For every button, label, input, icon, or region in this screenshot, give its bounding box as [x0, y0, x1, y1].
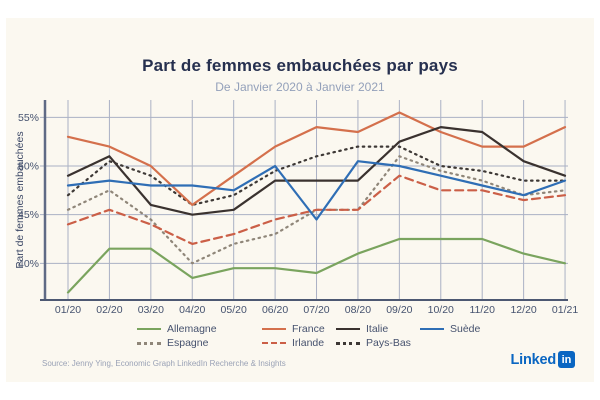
x-tick-label-12-20: 12/20	[510, 304, 536, 316]
x-tick-label-01-21: 01/21	[552, 304, 578, 316]
series-line-allemagne	[66, 237, 567, 294]
y-tick-label-55: 55%	[18, 112, 39, 124]
x-tick-label-10-20: 10/20	[428, 304, 454, 316]
series-line-italie	[66, 125, 567, 216]
x-tick-label-03-20: 03/20	[138, 304, 164, 316]
x-tick-label-07-20: 07/20	[303, 304, 329, 316]
x-tick-label-01-20: 01/20	[55, 304, 81, 316]
linkedin-logo-wordmark: Linked	[510, 351, 556, 368]
series-line-irlande	[66, 174, 567, 245]
x-tick-label-02-20: 02/20	[96, 304, 122, 316]
x-tick-label-04-20: 04/20	[179, 304, 205, 316]
y-tick-label-40: 40%	[18, 258, 39, 270]
chart-title: Part de femmes embauchées par pays	[142, 56, 458, 75]
source-caption: Source: Jenny Ying, Economic Graph Linke…	[42, 359, 286, 368]
linkedin-logo-in-badge: in	[558, 351, 575, 368]
y-tick-label-45: 45%	[18, 209, 39, 221]
x-tick-label-06-20: 06/20	[262, 304, 288, 316]
chart-card-background	[6, 18, 594, 382]
y-tick-label-50: 50%	[18, 161, 39, 173]
chart-subtitle: De Janvier 2020 à Janvier 2021	[215, 80, 385, 94]
x-tick-label-08-20: 08/20	[345, 304, 371, 316]
x-tick-label-11-20: 11/20	[469, 304, 495, 316]
linkedin-logo: Linked in	[510, 351, 575, 368]
series-line-su-de	[66, 160, 567, 221]
series-line-france	[66, 111, 567, 206]
x-tick-label-09-20: 09/20	[386, 304, 412, 316]
x-tick-label-05-20: 05/20	[221, 304, 247, 316]
series-line-pays-bas	[66, 145, 567, 206]
